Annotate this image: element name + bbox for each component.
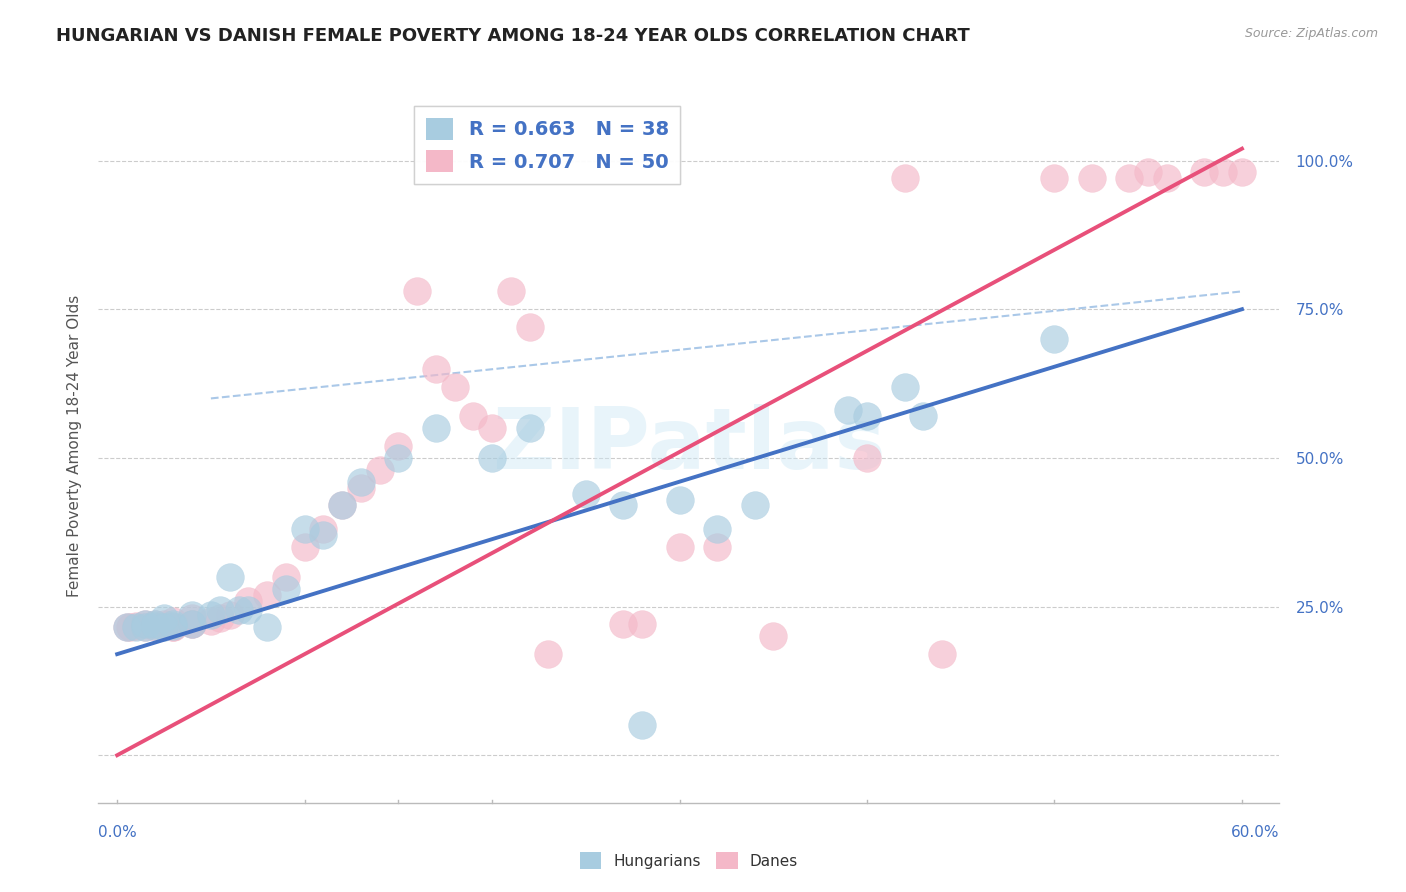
Point — [612, 617, 634, 632]
Point — [238, 602, 260, 616]
Point — [1081, 171, 1104, 186]
Point — [575, 486, 598, 500]
Point — [912, 409, 935, 424]
Point — [143, 618, 166, 632]
Point — [274, 570, 297, 584]
Text: 0.0%: 0.0% — [98, 825, 138, 840]
Point — [153, 611, 176, 625]
Legend: Hungarians, Danes: Hungarians, Danes — [574, 846, 804, 875]
Legend: R = 0.663   N = 38, R = 0.707   N = 50: R = 0.663 N = 38, R = 0.707 N = 50 — [415, 106, 681, 184]
Y-axis label: Female Poverty Among 18-24 Year Olds: Female Poverty Among 18-24 Year Olds — [66, 295, 82, 597]
Point — [706, 540, 728, 554]
Point — [931, 647, 953, 661]
Point — [162, 620, 184, 634]
Point — [481, 450, 503, 465]
Point — [856, 450, 879, 465]
Point — [1137, 165, 1160, 179]
Point — [406, 285, 429, 299]
Point — [463, 409, 485, 424]
Point — [143, 620, 166, 634]
Point — [134, 620, 156, 634]
Text: ZIPatlas: ZIPatlas — [492, 404, 886, 488]
Point — [519, 320, 541, 334]
Point — [181, 617, 204, 632]
Point — [125, 618, 148, 632]
Point — [294, 540, 316, 554]
Point — [744, 499, 766, 513]
Point — [631, 617, 654, 632]
Point — [312, 522, 335, 536]
Point — [181, 617, 204, 632]
Point — [209, 611, 232, 625]
Point — [837, 403, 859, 417]
Point — [762, 629, 785, 643]
Point — [312, 528, 335, 542]
Point — [256, 620, 278, 634]
Point — [387, 439, 409, 453]
Point — [200, 615, 222, 629]
Point — [425, 361, 447, 376]
Point — [115, 620, 138, 634]
Point — [115, 620, 138, 634]
Point — [1156, 171, 1178, 186]
Point — [537, 647, 560, 661]
Point — [1194, 165, 1216, 179]
Point — [499, 285, 522, 299]
Point — [209, 602, 232, 616]
Point — [256, 588, 278, 602]
Point — [162, 615, 184, 629]
Point — [120, 620, 142, 634]
Point — [153, 617, 176, 632]
Point — [143, 617, 166, 632]
Text: 60.0%: 60.0% — [1232, 825, 1279, 840]
Text: Source: ZipAtlas.com: Source: ZipAtlas.com — [1244, 27, 1378, 40]
Point — [893, 379, 915, 393]
Point — [481, 421, 503, 435]
Point — [228, 602, 250, 616]
Point — [1043, 171, 1066, 186]
Point — [443, 379, 465, 393]
Point — [143, 617, 166, 632]
Point — [1212, 165, 1234, 179]
Point — [387, 450, 409, 465]
Point — [330, 499, 353, 513]
Point — [162, 618, 184, 632]
Point — [1043, 332, 1066, 346]
Point — [519, 421, 541, 435]
Point — [181, 611, 204, 625]
Point — [218, 570, 240, 584]
Point — [631, 718, 654, 732]
Point — [350, 475, 373, 489]
Point — [134, 617, 156, 632]
Point — [134, 617, 156, 632]
Point — [274, 582, 297, 596]
Point — [612, 499, 634, 513]
Point — [162, 620, 184, 634]
Point — [368, 463, 391, 477]
Point — [125, 620, 148, 634]
Point — [153, 620, 176, 634]
Point — [162, 617, 184, 632]
Point — [181, 608, 204, 623]
Point — [425, 421, 447, 435]
Point — [668, 540, 690, 554]
Point — [330, 499, 353, 513]
Point — [706, 522, 728, 536]
Point — [668, 492, 690, 507]
Point — [1230, 165, 1253, 179]
Point — [350, 481, 373, 495]
Text: HUNGARIAN VS DANISH FEMALE POVERTY AMONG 18-24 YEAR OLDS CORRELATION CHART: HUNGARIAN VS DANISH FEMALE POVERTY AMONG… — [56, 27, 970, 45]
Point — [294, 522, 316, 536]
Point — [218, 608, 240, 623]
Point — [893, 171, 915, 186]
Point — [1118, 171, 1140, 186]
Point — [181, 617, 204, 632]
Point — [200, 608, 222, 623]
Point — [134, 620, 156, 634]
Point — [856, 409, 879, 424]
Point — [238, 593, 260, 607]
